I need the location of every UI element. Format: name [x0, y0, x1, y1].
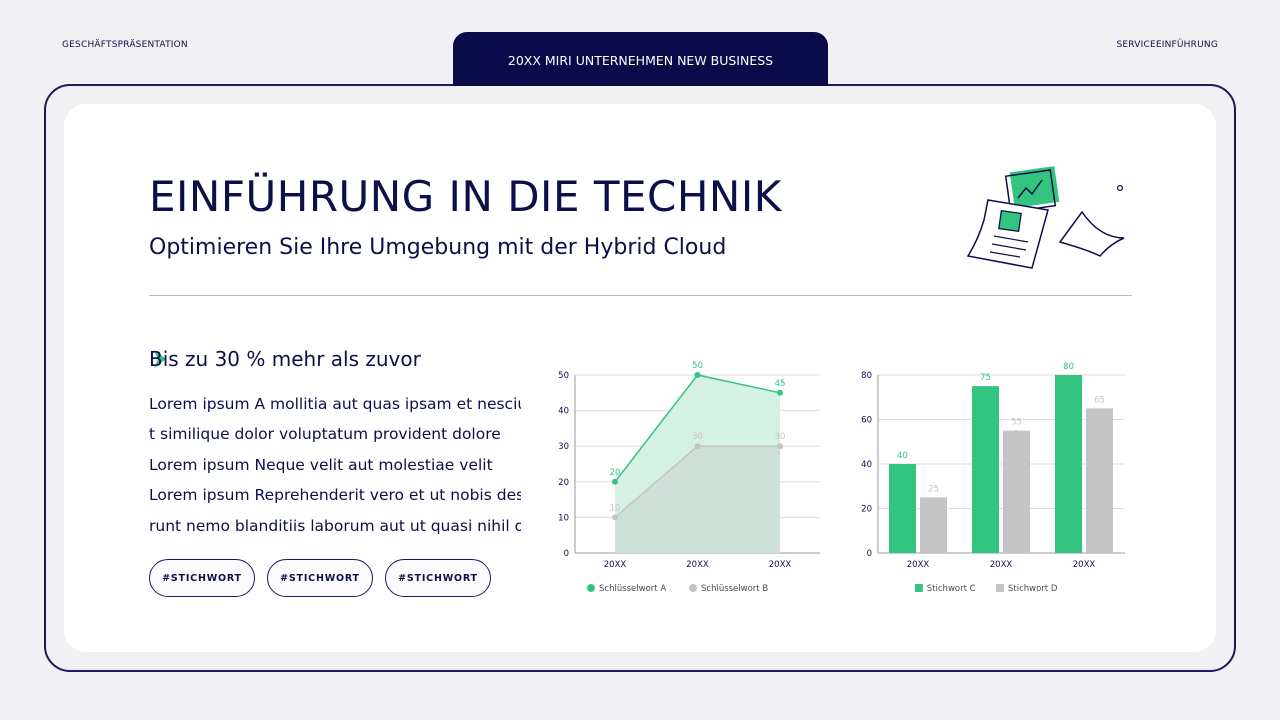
y-tick-label: 60	[861, 416, 872, 426]
body-line: runt nemo blanditiis laborum aut ut quas…	[149, 516, 521, 535]
legend-label: Stichwort C	[927, 584, 976, 594]
bar	[1003, 430, 1030, 553]
arrow-right-icon	[154, 350, 166, 368]
legend-label: Stichwort D	[1008, 584, 1058, 594]
series-area	[615, 446, 780, 553]
section-heading: Bis zu 30 % mehr als zuvor	[149, 347, 421, 371]
legend-swatch	[996, 584, 1004, 592]
page-subtitle: Optimieren Sie Ihre Umgebung mit der Hyb…	[149, 235, 727, 260]
legend-swatch	[914, 584, 923, 592]
presentation-label: GESCHÄFTSPRÄSENTATION	[62, 40, 188, 50]
tag-list: #STICHWORT #STICHWORT #STICHWORT	[149, 559, 491, 597]
section-label: SERVICEEINFÜHRUNG	[1116, 40, 1218, 50]
data-point	[777, 389, 783, 396]
body-line: Lorem ipsum Reprehenderit vero et ut nob…	[149, 486, 521, 505]
x-tick-label: 20XX	[990, 560, 1013, 570]
data-label: 65	[1094, 395, 1105, 405]
x-tick-label: 20XX	[604, 560, 627, 570]
data-point	[694, 443, 701, 450]
legend-swatch	[689, 584, 697, 592]
tag-button[interactable]: #STICHWORT	[385, 559, 491, 597]
data-label: 45	[775, 379, 786, 389]
y-tick-label: 50	[558, 371, 569, 381]
bar-chart: 0 20 40 60 80 40 25 20XX 75 55 20XX 80 65 20XX Stichwo…	[861, 362, 1125, 594]
data-point	[694, 372, 701, 378]
documents-chart-illustration	[966, 166, 1125, 269]
header-tab[interactable]: 20XX MIRI UNTERNEHMEN NEW BUSINESS	[453, 32, 828, 86]
area-chart: 0 10 20 30 40 50 20 50 45 10 30 30 20XX 20XX 20XX Schlü…	[558, 361, 820, 594]
tag-button[interactable]: #STICHWORT	[267, 559, 373, 597]
body-text: Lorem ipsum A mollitia aut quas ipsam et…	[149, 389, 521, 541]
bar	[920, 497, 947, 553]
data-label: 55	[1011, 418, 1022, 428]
body-line: t similique dolor voluptatum provident d…	[149, 425, 501, 444]
x-tick-label: 20XX	[769, 560, 792, 570]
data-label: 50	[692, 361, 703, 371]
legend-label: Schlüsselwort A	[599, 584, 666, 594]
page-title: EINFÜHRUNG IN DIE TECHNIK	[149, 172, 782, 221]
y-tick-label: 30	[558, 442, 569, 452]
x-tick-label: 20XX	[686, 560, 709, 570]
x-tick-label: 20XX	[1073, 560, 1096, 570]
bar	[889, 464, 916, 553]
data-point	[612, 514, 618, 521]
y-tick-label: 10	[558, 513, 569, 523]
x-tick-label: 20XX	[907, 560, 930, 570]
y-tick-label: 0	[867, 549, 872, 559]
tag-button[interactable]: #STICHWORT	[149, 559, 255, 597]
bar	[1086, 408, 1113, 553]
data-label: 20	[610, 468, 621, 478]
data-label: 75	[980, 373, 991, 383]
data-label: 30	[692, 432, 703, 442]
y-tick-label: 20	[558, 478, 569, 488]
data-label: 25	[928, 484, 939, 494]
bar	[1055, 375, 1082, 553]
body-line: Lorem ipsum Neque velit aut molestiae ve…	[149, 455, 493, 474]
bar	[972, 386, 999, 553]
y-tick-label: 40	[558, 407, 569, 417]
y-tick-label: 40	[861, 460, 872, 470]
header-tab-label: 20XX MIRI UNTERNEHMEN NEW BUSINESS	[507, 52, 774, 68]
legend-swatch	[587, 584, 595, 592]
data-point	[777, 443, 783, 450]
legend-label: Schlüsselwort B	[701, 584, 768, 594]
data-point	[612, 478, 618, 485]
divider	[149, 295, 1132, 296]
y-tick-label: 20	[861, 505, 872, 515]
data-label: 40	[897, 451, 908, 461]
body-line: Lorem ipsum A mollitia aut quas ipsam et…	[149, 395, 521, 413]
y-tick-label: 0	[564, 549, 569, 559]
y-tick-label: 80	[861, 371, 872, 381]
data-label: 10	[610, 503, 621, 513]
data-label: 80	[1063, 362, 1074, 372]
data-label: 30	[775, 432, 786, 442]
